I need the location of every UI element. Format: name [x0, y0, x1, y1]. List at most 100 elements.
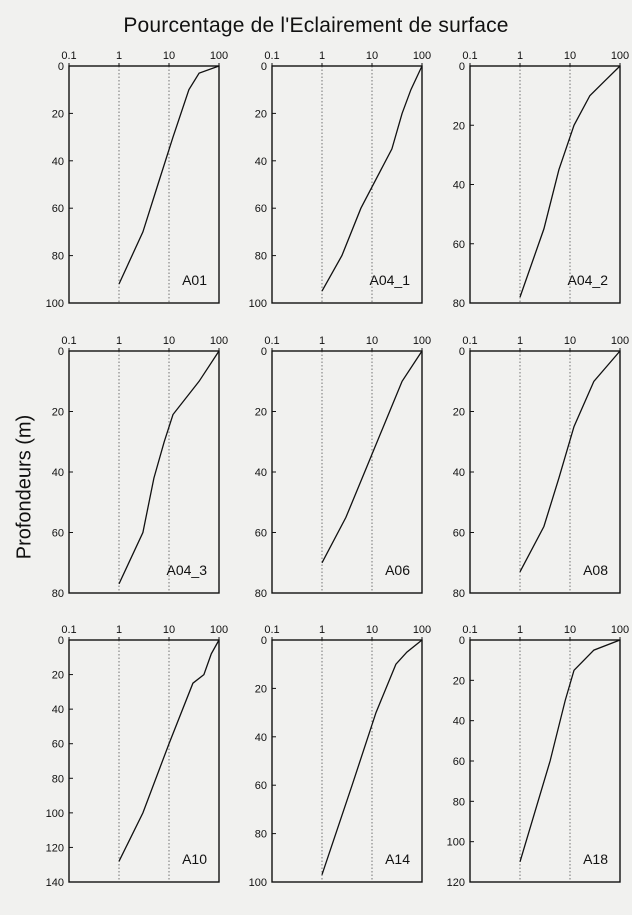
x-tick-label: 10	[163, 50, 175, 62]
y-tick-label: 120	[447, 877, 465, 889]
chart-panel-A04_3: 0.1 1 10 100 0 20 40 60 80 A04_3	[52, 335, 228, 600]
x-tick-label: 10	[366, 624, 378, 636]
y-tick-label: 40	[52, 156, 64, 168]
y-tick-label: 60	[453, 239, 465, 251]
x-tick-label: 0.1	[462, 50, 477, 62]
y-tick-label: 100	[249, 877, 267, 889]
x-tick-label: 1	[116, 624, 122, 636]
y-tick-label: 0	[58, 61, 64, 73]
y-tick-label: 20	[453, 407, 465, 419]
y-tick-label: 40	[255, 156, 267, 168]
y-tick-label: 80	[255, 251, 267, 263]
y-tick-label: 60	[52, 739, 64, 751]
y-tick-label: 40	[52, 467, 64, 479]
chart-panel-A08: 0.1 1 10 100 0 20 40 60 80 A08	[453, 335, 629, 600]
y-tick-label: 60	[255, 780, 267, 792]
x-tick-label: 0.1	[264, 50, 279, 62]
y-tick-label: 0	[459, 635, 465, 647]
x-tick-label: 1	[319, 335, 325, 347]
y-tick-label: 60	[453, 528, 465, 540]
plot-frame	[271, 639, 423, 883]
y-tick-label: 60	[52, 528, 64, 540]
y-tick-label: 60	[52, 203, 64, 215]
y-tick-label: 0	[58, 346, 64, 358]
x-tick-label: 1	[319, 50, 325, 62]
x-tick-label: 100	[413, 50, 431, 62]
x-tick-label: 100	[413, 624, 431, 636]
x-tick-label: 0.1	[264, 335, 279, 347]
panel-label: A14	[385, 851, 410, 867]
y-tick-label: 60	[255, 528, 267, 540]
y-tick-label: 80	[453, 298, 465, 310]
x-tick-label: 100	[210, 624, 228, 636]
panel-label: A04_3	[167, 562, 208, 578]
chart-panel-A14: 0.1 1 10 100 0 20 40 60 80 100 A14	[249, 624, 432, 889]
y-tick-label: 80	[255, 829, 267, 841]
chart-panel-A01: 0.1 1 10 100 0 20 40 60 80 100 A01	[46, 50, 229, 310]
y-tick-label: 100	[46, 808, 64, 820]
x-tick-label: 100	[611, 624, 629, 636]
y-tick-label: 20	[453, 120, 465, 132]
y-tick-label: 20	[255, 683, 267, 695]
x-tick-label: 1	[517, 624, 523, 636]
panel-label: A06	[385, 562, 410, 578]
x-tick-label: 0.1	[61, 335, 76, 347]
y-tick-label: 0	[459, 61, 465, 73]
chart-main-title: Pourcentage de l'Eclairement de surface	[123, 14, 509, 37]
x-tick-label: 100	[210, 335, 228, 347]
panel-label: A10	[182, 851, 207, 867]
panel-label: A04_2	[568, 272, 609, 288]
x-tick-label: 10	[163, 335, 175, 347]
x-tick-label: 1	[116, 50, 122, 62]
y-tick-label: 20	[52, 407, 64, 419]
panel-label: A18	[583, 851, 608, 867]
y-tick-label: 0	[261, 635, 267, 647]
y-tick-label: 20	[453, 675, 465, 687]
y-tick-label: 80	[255, 588, 267, 600]
x-tick-label: 10	[366, 335, 378, 347]
y-tick-label: 0	[261, 61, 267, 73]
plot-frame	[68, 639, 220, 883]
series-line-A08	[519, 350, 621, 573]
plot-frame	[68, 65, 220, 304]
x-tick-label: 100	[611, 335, 629, 347]
chart-panel-A18: 0.1 1 10 100 0 20 40 60 80 100 120 A18	[447, 624, 630, 889]
y-tick-label: 60	[453, 756, 465, 768]
y-tick-label: 120	[46, 842, 64, 854]
y-tick-label: 0	[261, 346, 267, 358]
y-tick-label: 100	[447, 837, 465, 849]
y-tick-label: 80	[453, 796, 465, 808]
chart-panel-A04_1: 0.1 1 10 100 0 20 40 60 80 100 A04_1	[249, 50, 432, 310]
x-tick-label: 100	[413, 335, 431, 347]
x-tick-label: 1	[517, 335, 523, 347]
plot-frame	[271, 65, 423, 304]
y-tick-label: 20	[52, 670, 64, 682]
y-tick-label: 20	[255, 108, 267, 120]
y-tick-label: 40	[52, 704, 64, 716]
x-tick-label: 1	[319, 624, 325, 636]
y-tick-label: 100	[249, 298, 267, 310]
x-tick-label: 10	[564, 624, 576, 636]
series-line-A18	[519, 639, 621, 862]
y-tick-label: 80	[52, 588, 64, 600]
y-tick-label: 80	[453, 588, 465, 600]
series-line-A06	[321, 350, 423, 564]
series-line-A04_2	[519, 65, 621, 298]
x-tick-label: 10	[564, 335, 576, 347]
series-line-A04_1	[321, 65, 423, 292]
panel-label: A08	[583, 562, 608, 578]
y-tick-label: 0	[58, 635, 64, 647]
y-tick-label: 140	[46, 877, 64, 889]
x-tick-label: 0.1	[264, 624, 279, 636]
y-tick-label: 60	[255, 203, 267, 215]
plot-frame	[469, 639, 621, 883]
x-tick-label: 10	[564, 50, 576, 62]
series-line-A10	[118, 639, 220, 862]
y-tick-label: 40	[255, 467, 267, 479]
series-line-A04_3	[118, 350, 220, 585]
y-tick-label: 40	[453, 716, 465, 728]
y-tick-label: 20	[255, 407, 267, 419]
plot-frame	[68, 350, 220, 594]
y-tick-label: 80	[52, 251, 64, 263]
